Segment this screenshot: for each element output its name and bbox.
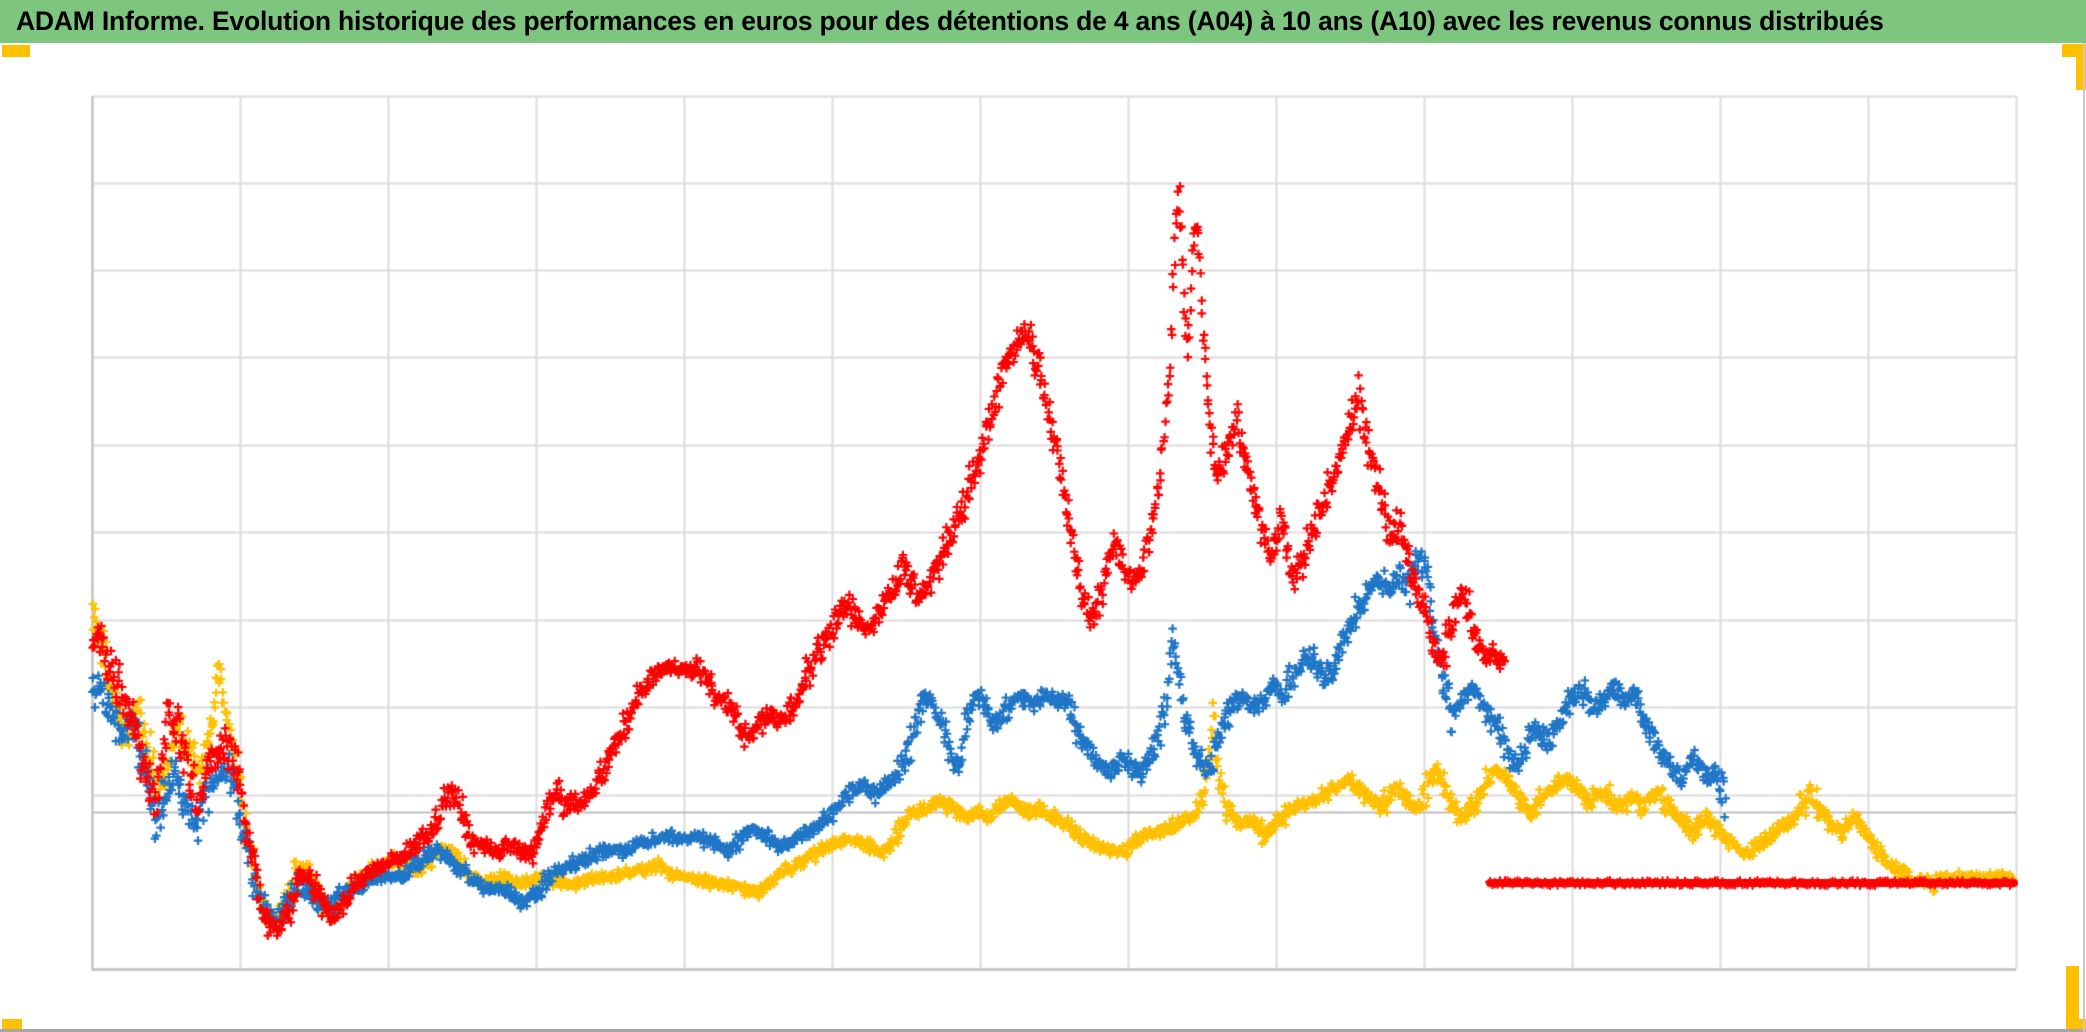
- chart-title: ADAM Informe. Evolution historique des p…: [16, 6, 1884, 36]
- chart-title-bar: ADAM Informe. Evolution historique des p…: [0, 0, 2086, 43]
- corner-accent-bottom-right-edge: [2066, 966, 2079, 1032]
- corner-accent-bottom-left: [2, 1019, 22, 1031]
- corner-accent-top-left: [2, 45, 30, 57]
- window-bottom-edge: [0, 1029, 2086, 1032]
- corner-accent-top-right-edge: [2076, 44, 2086, 90]
- window-right-edge: [2083, 43, 2085, 1032]
- corner-accent-bottom-right: [2066, 1019, 2086, 1032]
